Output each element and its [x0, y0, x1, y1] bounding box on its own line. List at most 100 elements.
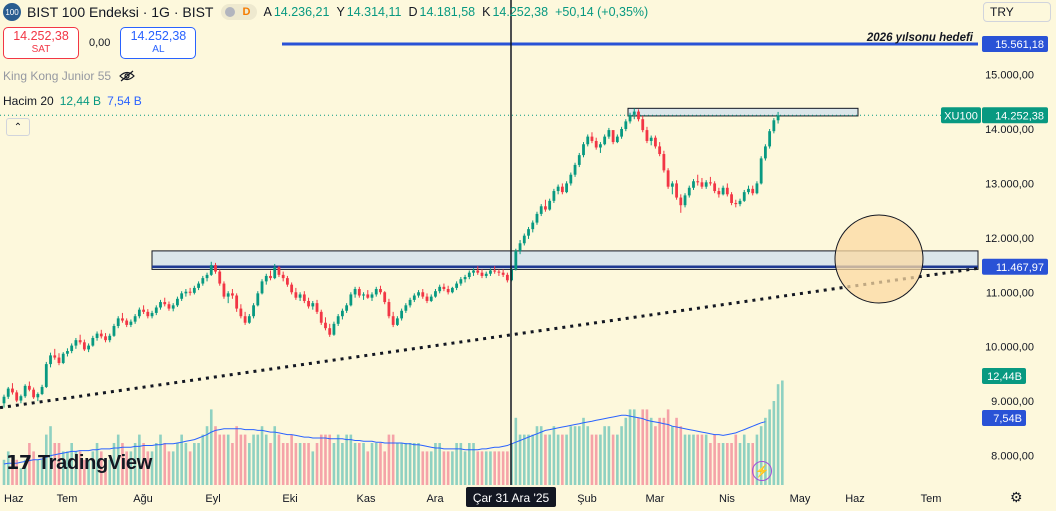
- candle-body: [218, 271, 222, 284]
- volume-bar: [366, 451, 370, 485]
- candle-body: [159, 302, 162, 308]
- candle-body: [328, 328, 332, 335]
- settings-gear-icon[interactable]: ⚙: [1010, 489, 1023, 505]
- candle-body: [349, 294, 353, 306]
- candle-body: [434, 291, 437, 297]
- candle-body: [658, 146, 662, 155]
- volume-bar: [180, 434, 183, 485]
- volume-bar: [332, 443, 336, 485]
- candle-body: [192, 287, 196, 293]
- time-axis[interactable]: Haz Tem Ağu Eyl Eki Kas Ara Çar 31 Ara '25 Şub Ma…: [4, 487, 941, 507]
- candle-body: [514, 250, 518, 270]
- candle-body: [738, 200, 742, 205]
- price-tick-label: 13.000,00: [985, 178, 1034, 190]
- market-status[interactable]: D: [221, 4, 258, 20]
- symbol-title[interactable]: BIST 100 Endeksi · 1G · BIST: [27, 4, 214, 20]
- candle-body: [146, 311, 150, 317]
- candle-body: [747, 188, 750, 193]
- tradingview-logo: 𝟭𝟳 TradingView: [6, 452, 152, 475]
- volume-bar: [624, 417, 628, 485]
- highlight-circle[interactable]: [834, 214, 924, 304]
- volume-bar: [159, 434, 162, 485]
- volume-bar: [590, 434, 594, 485]
- candle-body: [751, 188, 755, 194]
- hidden-eye-icon[interactable]: [119, 70, 135, 82]
- price-tag: 11.467,97: [996, 262, 1044, 274]
- volume-bar: [303, 443, 306, 485]
- volume-bar: [176, 443, 179, 485]
- candle-body: [446, 288, 450, 293]
- collapse-legend-button[interactable]: ⌃: [6, 118, 30, 136]
- volume-bar: [264, 434, 268, 485]
- price-axis[interactable]: 15.000,00 14.000,00 13.000,00 12.000,00 11.0…: [985, 70, 1034, 463]
- sell-button[interactable]: 14.252,38 SAT: [3, 27, 79, 59]
- volume-bar: [248, 443, 251, 485]
- volume-bar: [66, 451, 69, 485]
- volume-bar: [319, 434, 323, 485]
- low-value: 14.181,58: [419, 5, 476, 19]
- candle-body: [472, 270, 475, 273]
- candle-body: [125, 320, 129, 325]
- candle-body: [121, 318, 124, 321]
- volume-bar: [142, 443, 145, 485]
- volume-bar: [527, 434, 530, 485]
- crosshair-date-bg: [466, 487, 556, 507]
- candle-body: [95, 333, 99, 338]
- candle-body: [70, 345, 74, 352]
- volume-bar: [387, 434, 391, 485]
- candle-body: [590, 136, 594, 141]
- volume-bar: [556, 434, 560, 485]
- support-zone[interactable]: [151, 250, 979, 270]
- volume-tag: 7,54B: [993, 413, 1022, 425]
- candle-body: [379, 288, 382, 293]
- volume-indicator[interactable]: Hacim 20 12,44 B 7,54 B: [3, 94, 142, 108]
- candle-body: [527, 229, 530, 236]
- candle-body: [548, 200, 552, 210]
- candle-body: [484, 273, 488, 276]
- volume-bar: [484, 451, 488, 485]
- volume-bar: [586, 426, 590, 485]
- candle-body: [252, 305, 255, 317]
- resistance-zone[interactable]: [627, 107, 859, 117]
- strategy-indicator[interactable]: King Kong Junior 55: [3, 69, 135, 83]
- volume-bar: [730, 443, 733, 485]
- volume-bar: [286, 443, 289, 485]
- flash-icon[interactable]: ⚡: [752, 461, 772, 481]
- volume-bar: [489, 451, 492, 485]
- candle-body: [505, 274, 509, 281]
- volume-bar: [358, 443, 361, 485]
- candle-body: [273, 267, 277, 279]
- time-tick-label: Nis: [719, 493, 735, 505]
- currency-select[interactable]: TRY: [983, 2, 1051, 22]
- time-tick-label: Eyl: [205, 493, 220, 505]
- candle-body: [184, 291, 188, 294]
- volume-bar: [429, 451, 433, 485]
- volume-bar: [768, 409, 771, 485]
- sell-label: SAT: [31, 44, 51, 55]
- volume-bar: [738, 443, 742, 485]
- ohlc-values: A 14.236,21 Y 14.314,11 D 14.181,58 K 14.252…: [263, 5, 653, 19]
- candle-body: [645, 130, 649, 141]
- trendline[interactable]: [0, 266, 979, 410]
- price-tick-label: 12.000,00: [985, 233, 1034, 245]
- candle-body: [362, 294, 365, 296]
- open-label: A: [263, 5, 272, 19]
- status-dot-icon: [225, 7, 236, 17]
- candle-body: [480, 272, 484, 276]
- buy-button[interactable]: 14.252,38 AL: [120, 27, 197, 59]
- candle-body: [776, 115, 780, 121]
- candle-body: [539, 206, 543, 214]
- volume-bar: [138, 434, 141, 485]
- volume-bar: [434, 443, 437, 485]
- chart-header: 100 BIST 100 Endeksi · 1G · BIST D A 14.2…: [0, 0, 653, 24]
- symbol-logo: 100: [3, 3, 21, 21]
- volume-bar: [146, 451, 150, 485]
- price-tags: 15.561,18 XU100 14.252,38 11.467,97 12,44B 7,…: [941, 36, 1048, 426]
- volume-bar: [11, 459, 14, 485]
- volume-bar: [201, 434, 205, 485]
- price-tag-bg: [982, 36, 1048, 53]
- volume-bar: [704, 434, 708, 485]
- candle-body: [649, 137, 653, 141]
- volume-bar: [637, 417, 640, 485]
